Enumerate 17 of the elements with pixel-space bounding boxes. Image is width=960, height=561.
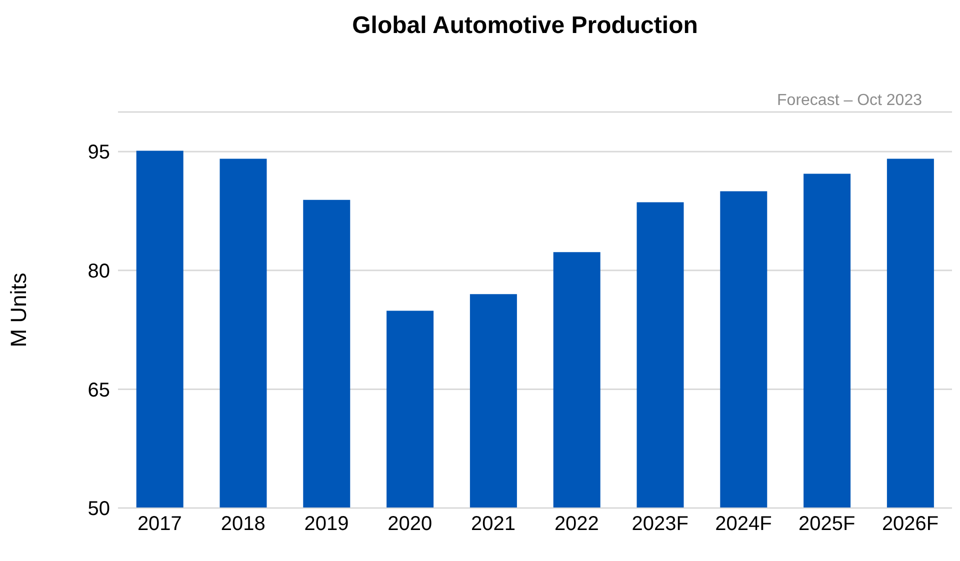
chart-title: Global Automotive Production <box>351 11 699 40</box>
x-tick-label: 2025F <box>798 513 856 536</box>
x-tick-label: 2021 <box>471 513 516 536</box>
x-tick-label: 2019 <box>304 513 349 536</box>
text: Forecast – Oct 2023 <box>777 92 922 110</box>
x-tick-label: 2018 <box>220 513 266 536</box>
y-tick-label: 95 <box>88 142 110 164</box>
x-tick-label: 2020 <box>388 513 432 536</box>
x-tick-label: 2017 <box>137 513 182 536</box>
x-tick-label: 2026F <box>882 513 939 536</box>
x-tick-label: 2023F <box>632 513 688 536</box>
y-tick-label: 80 <box>88 260 110 282</box>
y-tick-label: 50 <box>88 498 110 520</box>
x-tick-label: 2022 <box>554 513 599 536</box>
y-tick-label: 65 <box>88 379 110 402</box>
x-tick-label: 2024F <box>715 513 772 536</box>
y-axis-title: M Units <box>6 272 31 348</box>
